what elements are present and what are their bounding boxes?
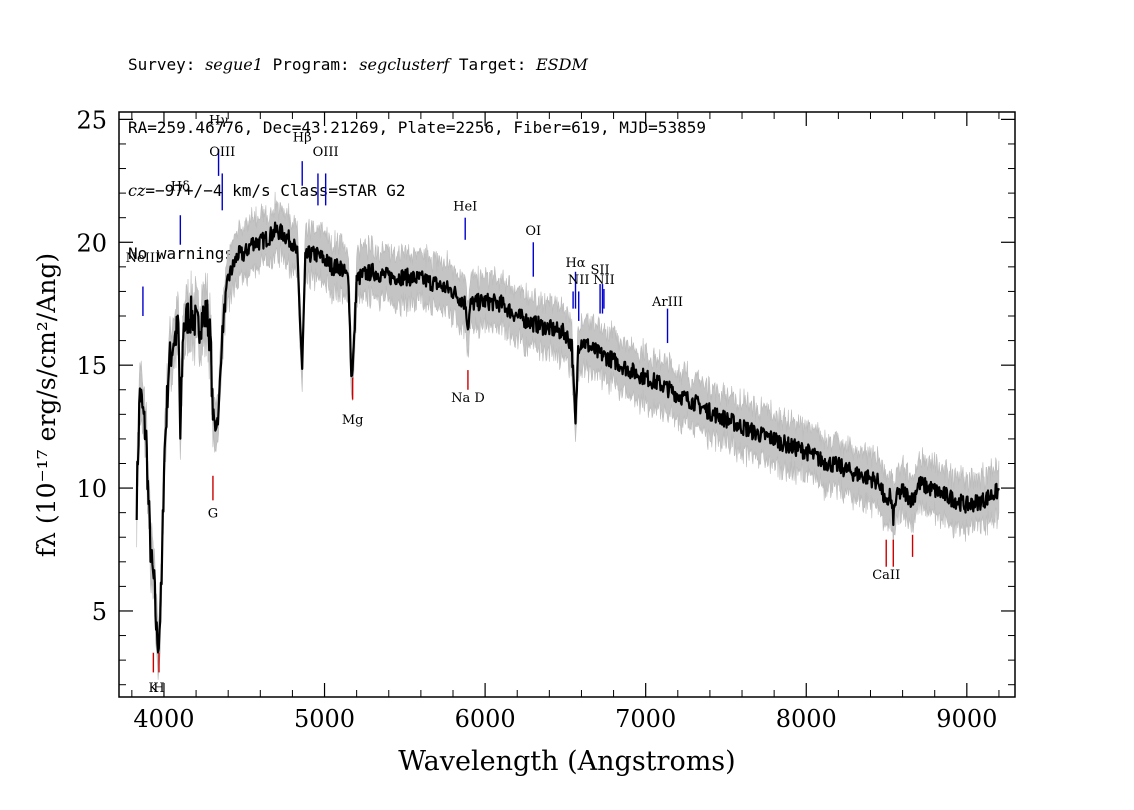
x-tick-label: 7000: [615, 705, 676, 733]
error-band: [136, 191, 1000, 680]
x-tick-label: 6000: [455, 705, 516, 733]
line-id-label: Hγ: [209, 113, 228, 128]
x-tick-label: 9000: [936, 705, 997, 733]
line-id-label: H: [153, 681, 164, 696]
header-line-1: Survey: segue1 Program: segclusterf Targ…: [128, 54, 706, 75]
plot-frame: [118, 111, 1016, 698]
line-id-label: OI: [525, 224, 541, 239]
line-id-label: HeI: [453, 199, 477, 214]
y-tick-label: 25: [76, 106, 107, 134]
axis-ticks: 4000 5000 6000 7000 8000 9000 5 10 15 20 25: [76, 106, 1015, 733]
line-id-label: NII: [593, 273, 615, 288]
line-id-label: Hα: [565, 256, 585, 271]
survey-label: Survey:: [128, 55, 196, 74]
y-axis-label: fλ (10⁻¹⁷ erg/s/cm²/Ang): [32, 253, 61, 557]
line-id-label: CaII: [872, 568, 900, 583]
spectrum-series: [135, 221, 1000, 654]
line-id-label: ArIII: [651, 295, 683, 310]
line-identifications: NeIIIHδHγOIIIHβOIIIHeIOIHαNIISIINIIArIII…: [126, 113, 914, 696]
target-value: ESDM: [536, 55, 588, 74]
survey-value: segue1: [205, 55, 263, 74]
program-value: segclusterf: [359, 55, 450, 74]
cz-label: cz: [128, 181, 146, 200]
line-id-label: OIII: [313, 145, 339, 160]
error-band-area: [136, 191, 1000, 680]
header-line-3: cz=−97+/−4 km/s Class=STAR G2: [128, 180, 706, 201]
spectrum-header: Survey: segue1 Program: segclusterf Targ…: [128, 12, 706, 285]
line-id-label: K: [149, 681, 159, 696]
target-label: Target:: [458, 55, 527, 74]
line-id-label: Hβ: [293, 130, 312, 145]
y-tick-label: 20: [76, 229, 107, 257]
line-id-label: Mg: [342, 413, 364, 428]
line-id-label: G: [208, 507, 218, 522]
cz-value: =−97+/−4: [145, 181, 223, 200]
x-axis-label: Wavelength (Angstroms): [398, 746, 735, 777]
line-id-label: NeIII: [126, 251, 160, 266]
header-line-2: RA=259.46776, Dec=43.21269, Plate=2256, …: [128, 118, 706, 137]
line-id-label: SII: [590, 263, 609, 278]
x-tick-label: 4000: [133, 705, 194, 733]
program-label: Program:: [272, 55, 350, 74]
line-id-label: Hδ: [171, 180, 190, 195]
class-text: km/s Class=STAR G2: [222, 181, 406, 200]
header-line-4: No warnings.: [128, 244, 244, 263]
y-tick-label: 15: [76, 352, 107, 380]
y-tick-label: 10: [76, 475, 107, 503]
line-id-label: NII: [568, 273, 590, 288]
y-tick-label: 5: [92, 598, 107, 626]
x-tick-label: 8000: [776, 705, 837, 733]
spectrum-line: [135, 221, 1000, 654]
line-id-label: OIII: [209, 145, 235, 160]
line-id-label: Na D: [451, 391, 485, 406]
x-tick-label: 5000: [294, 705, 355, 733]
